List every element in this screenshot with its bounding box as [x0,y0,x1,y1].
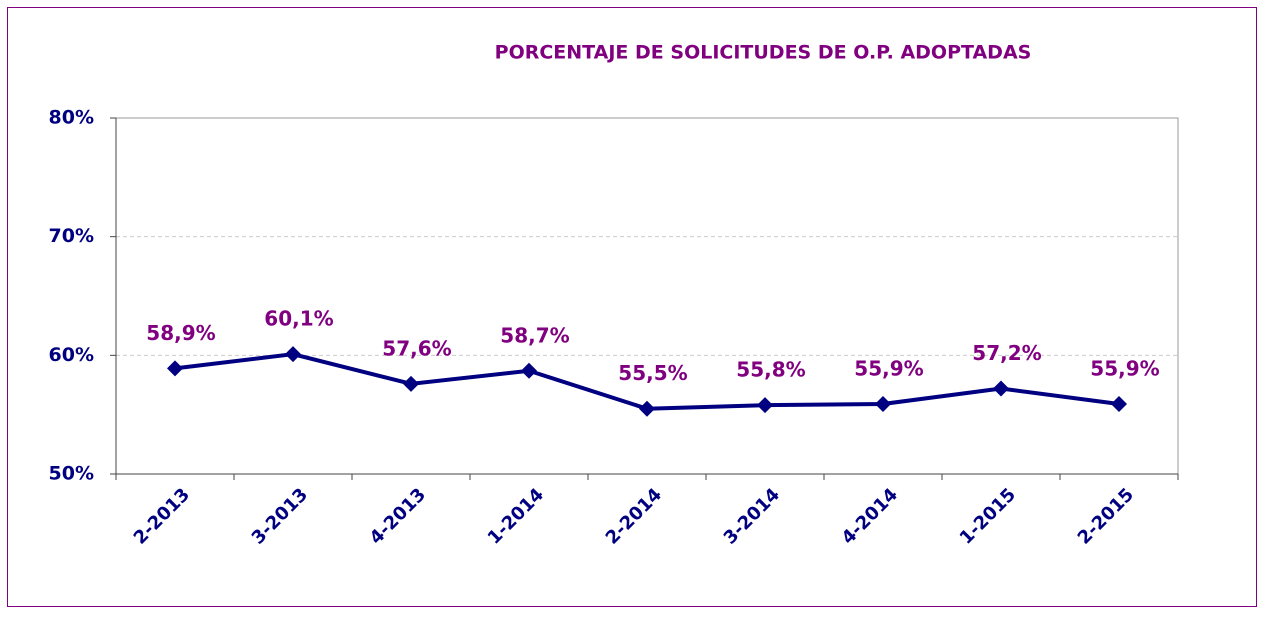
data-label: 55,9% [1090,356,1159,380]
marker [403,375,419,392]
plot-area [115,117,1179,475]
data-label: 55,8% [736,358,805,382]
y-tick-label: 50% [49,463,94,485]
marker [993,380,1009,397]
data-label: 58,9% [146,321,215,345]
marker [757,397,773,414]
y-tick-label: 70% [49,225,94,247]
data-label: 55,5% [618,361,687,385]
data-label: 55,9% [854,356,923,380]
marker [639,400,655,417]
data-label: 60,1% [264,307,333,331]
marker [521,362,537,379]
y-tick-label: 80% [49,107,94,129]
marker [167,360,183,377]
data-label: 57,2% [972,341,1041,365]
y-tick-label: 60% [49,344,94,366]
chart-title: PORCENTAJE DE SOLICITUDES DE O.P. ADOPTA… [495,42,1032,64]
marker [875,395,891,412]
data-label: 58,7% [500,323,569,347]
marker [285,346,301,363]
data-label: 57,6% [382,336,451,360]
marker [1111,395,1127,412]
